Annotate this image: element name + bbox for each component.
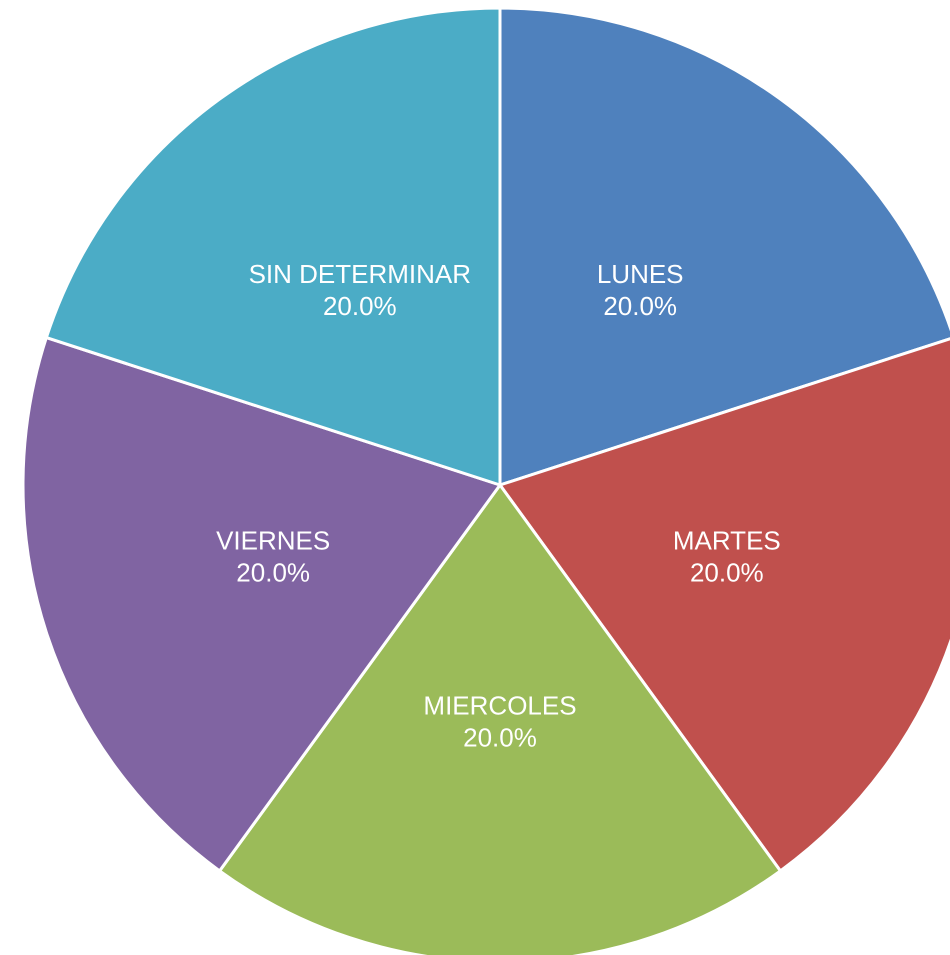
pie-slice: [217, 482, 783, 955]
slice-value-label: 20.0%: [690, 558, 764, 588]
pie-slice: [44, 6, 502, 488]
slice-value-label: 20.0%: [323, 291, 397, 321]
pie-slice: [21, 335, 503, 873]
slice-label: MARTES: [673, 526, 781, 556]
slice-label: SIN DETERMINAR: [249, 259, 471, 289]
slice-value-label: 20.0%: [603, 291, 677, 321]
slice-value-label: 20.0%: [463, 722, 537, 752]
pie-slice: [497, 337, 950, 873]
slice-label: VIERNES: [216, 526, 330, 556]
slice-label: LUNES: [597, 259, 684, 289]
pie-slice: [498, 6, 950, 488]
slice-value-label: 20.0%: [236, 558, 310, 588]
slice-label: MIERCOLES: [423, 690, 576, 720]
